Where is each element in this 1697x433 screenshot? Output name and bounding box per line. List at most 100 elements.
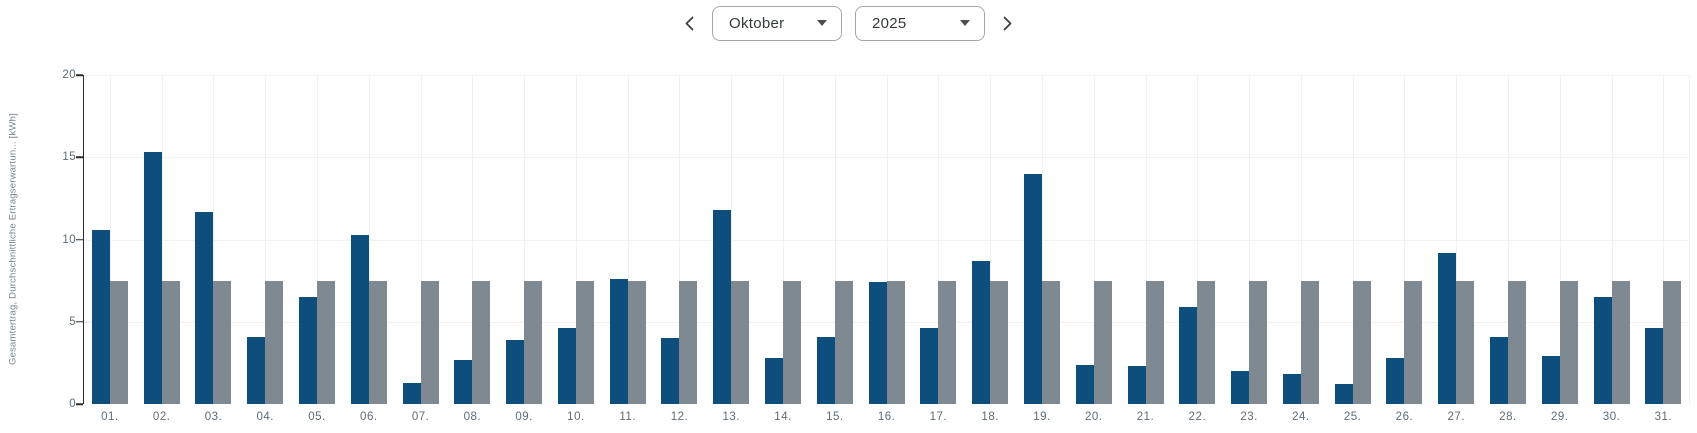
expected-yield-bar[interactable] [679, 280, 698, 404]
next-month-button[interactable] [998, 13, 1017, 34]
x-axis-label: 14. [774, 411, 792, 423]
expected-yield-bar[interactable] [1611, 280, 1630, 404]
expected-yield-bar[interactable] [1404, 280, 1423, 404]
month-select-value: Oktober [729, 14, 785, 32]
expected-yield-bar[interactable] [213, 280, 232, 404]
chevron-left-icon [685, 16, 694, 30]
x-axis-label: 31. [1654, 411, 1673, 423]
y-axis-tick-mark [76, 74, 83, 76]
expected-yield-bar[interactable] [1352, 280, 1371, 404]
x-axis-label: 11. [619, 411, 637, 423]
total-yield-bar[interactable] [247, 336, 266, 404]
total-yield-bar[interactable] [609, 278, 628, 404]
bar-group: 17. [913, 75, 965, 423]
y-axis-tick-label: 5 [69, 315, 76, 328]
bar-group: 09. [498, 75, 550, 423]
expected-yield-bar[interactable] [1145, 280, 1164, 404]
expected-yield-bar[interactable] [472, 280, 491, 404]
expected-yield-bar[interactable] [161, 280, 180, 404]
total-yield-bar[interactable] [1593, 297, 1612, 404]
expected-yield-bar[interactable] [1456, 280, 1475, 404]
expected-yield-bar[interactable] [731, 280, 750, 404]
expected-yield-bar[interactable] [783, 280, 802, 404]
bar-group: 16. [861, 75, 913, 423]
total-yield-bar[interactable] [91, 229, 110, 404]
total-yield-bar[interactable] [1541, 356, 1560, 404]
expected-yield-bar[interactable] [1663, 280, 1682, 404]
x-axis-label: 12. [670, 411, 689, 423]
total-yield-bar[interactable] [1282, 374, 1301, 404]
y-axis-tick-label: 15 [62, 151, 76, 164]
x-axis-label: 23. [1240, 411, 1258, 423]
expected-yield-bar[interactable] [627, 280, 646, 404]
bar-group: 23. [1223, 75, 1275, 423]
expected-yield-bar[interactable] [575, 280, 594, 404]
total-yield-bar[interactable] [1386, 357, 1405, 404]
total-yield-bar[interactable] [557, 328, 576, 404]
total-yield-bar[interactable] [868, 282, 887, 404]
bar-group: 05. [291, 75, 343, 423]
month-select[interactable]: Oktober [712, 5, 842, 41]
total-yield-bar[interactable] [506, 339, 525, 404]
bar-group: 24. [1275, 75, 1327, 423]
total-yield-bar[interactable] [713, 209, 732, 404]
total-yield-bar[interactable] [1231, 371, 1250, 404]
total-yield-bar[interactable] [195, 211, 214, 404]
x-axis-label: 09. [515, 411, 533, 423]
bar-group: 25. [1327, 75, 1379, 423]
x-axis-label: 30. [1602, 411, 1621, 423]
total-yield-bar[interactable] [972, 260, 991, 404]
expected-yield-bar[interactable] [1300, 280, 1319, 404]
total-yield-bar[interactable] [1127, 366, 1146, 404]
x-axis-label: 22. [1188, 411, 1207, 423]
expected-yield-bar[interactable] [524, 280, 543, 404]
expected-yield-bar[interactable] [1093, 280, 1112, 404]
expected-yield-bar[interactable] [1041, 280, 1060, 404]
x-axis-label: 29. [1551, 411, 1569, 423]
total-yield-bar[interactable] [1438, 252, 1457, 404]
x-axis-label: 08. [463, 411, 482, 423]
bar-group: 13. [705, 75, 757, 423]
bar-group: 26. [1379, 75, 1431, 423]
expected-yield-bar[interactable] [109, 280, 128, 404]
total-yield-bar[interactable] [402, 382, 421, 404]
expected-yield-bar[interactable] [1507, 280, 1526, 404]
total-yield-bar[interactable] [350, 234, 369, 404]
bar-group: 14. [757, 75, 809, 423]
x-axis-label: 20. [1084, 411, 1103, 423]
total-yield-bar[interactable] [661, 338, 680, 404]
expected-yield-bar[interactable] [265, 280, 284, 404]
x-axis-label: 25. [1343, 411, 1362, 423]
expected-yield-bar[interactable] [938, 280, 957, 404]
total-yield-bar[interactable] [816, 336, 835, 404]
total-yield-bar[interactable] [920, 328, 939, 404]
total-yield-bar[interactable] [1075, 364, 1094, 404]
year-select-value: 2025 [872, 14, 907, 32]
x-axis-label: 27. [1447, 411, 1465, 423]
x-axis-label: 01. [101, 411, 119, 423]
total-yield-bar[interactable] [1489, 336, 1508, 404]
expected-yield-bar[interactable] [368, 280, 387, 404]
expected-yield-bar[interactable] [317, 280, 336, 404]
expected-yield-bar[interactable] [1197, 280, 1216, 404]
expected-yield-bar[interactable] [1559, 280, 1578, 404]
total-yield-bar[interactable] [1023, 173, 1042, 404]
expected-yield-bar[interactable] [990, 280, 1009, 404]
total-yield-bar[interactable] [143, 152, 162, 404]
year-select[interactable]: 2025 [855, 5, 985, 41]
expected-yield-bar[interactable] [420, 280, 439, 404]
x-axis-label: 02. [152, 411, 171, 423]
x-axis-label: 15. [826, 411, 844, 423]
expected-yield-bar[interactable] [886, 280, 905, 404]
total-yield-bar[interactable] [454, 359, 473, 404]
total-yield-bar[interactable] [1645, 328, 1664, 404]
bar-group: 22. [1171, 75, 1223, 423]
total-yield-bar[interactable] [1179, 306, 1198, 404]
expected-yield-bar[interactable] [834, 280, 853, 404]
total-yield-bar[interactable] [765, 357, 784, 404]
expected-yield-bar[interactable] [1249, 280, 1268, 404]
previous-month-button[interactable] [680, 13, 699, 34]
total-yield-bar[interactable] [1334, 384, 1353, 404]
total-yield-bar[interactable] [299, 297, 318, 404]
